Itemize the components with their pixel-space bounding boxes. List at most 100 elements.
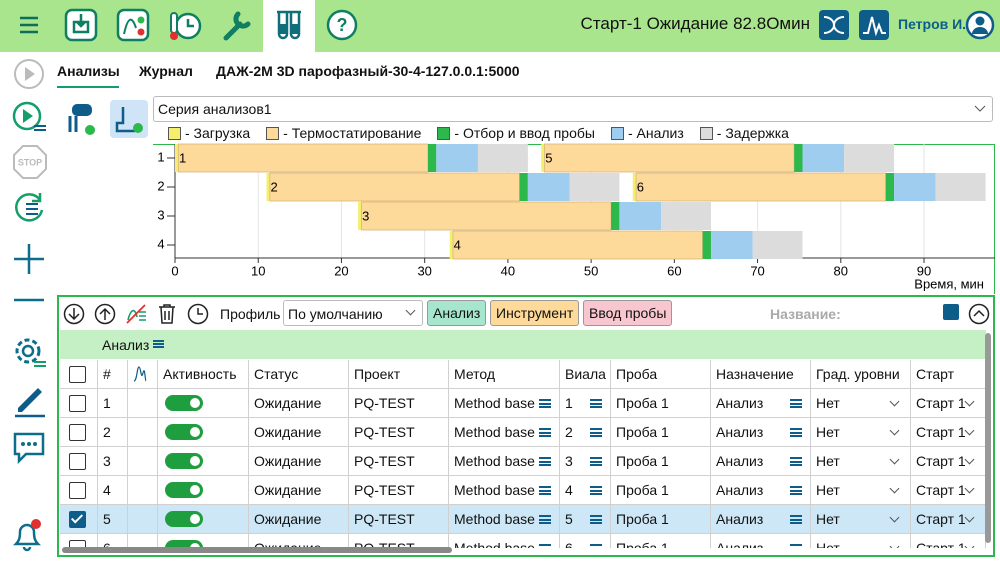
tab[interactable]: ДАЖ-2М 3D парофазный-30-4-127.0.0.1:5000 bbox=[216, 63, 520, 79]
move-up-button[interactable] bbox=[94, 303, 116, 325]
cell-text: Проба 1 bbox=[616, 395, 669, 411]
activity-toggle[interactable] bbox=[165, 453, 203, 469]
add-button[interactable] bbox=[12, 242, 46, 276]
edit-button[interactable] bbox=[12, 382, 48, 418]
cell-dropdown-arrow[interactable] bbox=[964, 512, 975, 523]
schedule-button[interactable] bbox=[187, 303, 209, 325]
horizontal-scrollbar[interactable] bbox=[62, 547, 452, 553]
cell-menu-icon[interactable] bbox=[790, 486, 802, 495]
cell-dropdown-arrow[interactable] bbox=[889, 541, 900, 548]
autosampler-icon[interactable] bbox=[64, 100, 100, 138]
cell-menu-icon[interactable] bbox=[539, 399, 551, 408]
activity-toggle[interactable] bbox=[165, 395, 203, 411]
run-button[interactable] bbox=[12, 100, 48, 136]
filter-button[interactable]: Ввод пробы bbox=[583, 300, 673, 326]
alerts-button[interactable] bbox=[10, 516, 46, 552]
activity-toggle[interactable] bbox=[165, 540, 203, 548]
row-checkbox[interactable] bbox=[69, 394, 86, 412]
collapse-button[interactable] bbox=[968, 303, 990, 325]
cell-menu-icon[interactable] bbox=[539, 544, 551, 548]
activity-toggle[interactable] bbox=[165, 424, 203, 440]
cell-menu-icon[interactable] bbox=[590, 486, 602, 495]
table-cell: PQ-TEST bbox=[349, 534, 449, 548]
chromatogram-icon[interactable] bbox=[858, 9, 890, 41]
cell-menu-icon[interactable] bbox=[590, 428, 602, 437]
cell-dropdown-arrow[interactable] bbox=[964, 541, 975, 548]
row-checkbox[interactable] bbox=[69, 510, 86, 528]
profile-select[interactable]: По умолчанию bbox=[283, 300, 423, 326]
peak-icon bbox=[133, 366, 147, 382]
cell-menu-icon[interactable] bbox=[590, 399, 602, 408]
status-icon[interactable] bbox=[818, 9, 850, 41]
table-cell: Проба 1 bbox=[611, 534, 711, 548]
series-select[interactable]: Серия анализов1 bbox=[153, 96, 993, 122]
cell-dropdown-arrow[interactable] bbox=[889, 425, 900, 436]
filter-button[interactable]: Анализ bbox=[427, 300, 487, 326]
table-cell: PQ-TEST bbox=[349, 389, 449, 418]
help-button[interactable]: ? bbox=[325, 8, 359, 42]
user-name[interactable]: Петров И. bbox=[898, 16, 967, 32]
settings-button[interactable] bbox=[12, 334, 48, 370]
play-button[interactable] bbox=[13, 58, 45, 90]
table-cell bbox=[158, 389, 249, 418]
cell-menu-icon[interactable] bbox=[790, 428, 802, 437]
delete-button[interactable] bbox=[156, 303, 178, 325]
cell-menu-icon[interactable] bbox=[590, 457, 602, 466]
icon-shape bbox=[126, 304, 146, 324]
repeat-button[interactable] bbox=[12, 190, 48, 226]
table-cell bbox=[158, 447, 249, 476]
selected-mode-icon[interactable] bbox=[110, 100, 148, 138]
cell-menu-icon[interactable] bbox=[790, 515, 802, 524]
cell-text: 4 bbox=[565, 482, 573, 498]
cell-dropdown-arrow[interactable] bbox=[889, 483, 900, 494]
row-checkbox[interactable] bbox=[69, 423, 86, 441]
gantt-legend: - Загрузка - Термостатирование - Отбор и в… bbox=[168, 125, 789, 141]
cell-dropdown-arrow[interactable] bbox=[889, 454, 900, 465]
row-checkbox[interactable] bbox=[69, 452, 86, 470]
clear-button[interactable] bbox=[125, 303, 147, 325]
cell-menu-bar bbox=[590, 547, 602, 548]
cell-menu-icon[interactable] bbox=[539, 515, 551, 524]
menu-button[interactable] bbox=[18, 14, 40, 36]
cell-dropdown-arrow[interactable] bbox=[964, 454, 975, 465]
activity-toggle[interactable] bbox=[165, 482, 203, 498]
group-label: Анализ bbox=[102, 337, 150, 353]
messages-button[interactable] bbox=[12, 430, 48, 466]
row-checkbox[interactable] bbox=[69, 481, 86, 499]
cell-dropdown-arrow[interactable] bbox=[964, 396, 975, 407]
cell-dropdown-arrow[interactable] bbox=[964, 425, 975, 436]
cell-dropdown-arrow[interactable] bbox=[964, 483, 975, 494]
nav-icon[interactable] bbox=[116, 8, 150, 42]
nav-icon[interactable] bbox=[220, 8, 254, 42]
nav-icon[interactable] bbox=[167, 7, 203, 43]
name-checkbox[interactable] bbox=[943, 304, 959, 320]
active-nav-tab[interactable] bbox=[263, 0, 315, 52]
filter-button[interactable]: Инструмент bbox=[490, 300, 580, 326]
table-cell: Method base bbox=[449, 534, 560, 548]
nav-icon bbox=[277, 10, 301, 40]
row-checkbox[interactable] bbox=[69, 539, 86, 548]
tab[interactable]: Журнал bbox=[139, 63, 193, 79]
nav-icon[interactable] bbox=[64, 8, 98, 42]
cell-menu-icon[interactable] bbox=[790, 399, 802, 408]
user-avatar[interactable] bbox=[965, 10, 995, 40]
cell-menu-icon[interactable] bbox=[590, 544, 602, 548]
remove-button[interactable] bbox=[12, 290, 46, 310]
cell-menu-icon[interactable] bbox=[539, 486, 551, 495]
cell-menu-icon[interactable] bbox=[539, 457, 551, 466]
cell-menu-icon[interactable] bbox=[539, 428, 551, 437]
cell-menu-icon[interactable] bbox=[790, 457, 802, 466]
vertical-scrollbar[interactable] bbox=[985, 333, 991, 543]
cell-dropdown-arrow[interactable] bbox=[889, 512, 900, 523]
move-down-button[interactable] bbox=[63, 303, 85, 325]
cell-text: Ожидание bbox=[254, 453, 322, 469]
cell-menu-icon[interactable] bbox=[790, 544, 802, 548]
gantt-bar: 1 bbox=[175, 143, 528, 173]
activity-toggle[interactable] bbox=[165, 511, 203, 527]
cell-dropdown-arrow[interactable] bbox=[889, 396, 900, 407]
injector-icon bbox=[115, 107, 143, 133]
cell-menu-icon[interactable] bbox=[590, 515, 602, 524]
stop-button[interactable]: STOP bbox=[12, 144, 48, 180]
tab[interactable]: Анализы bbox=[57, 63, 120, 79]
select-all-checkbox[interactable] bbox=[69, 365, 86, 383]
